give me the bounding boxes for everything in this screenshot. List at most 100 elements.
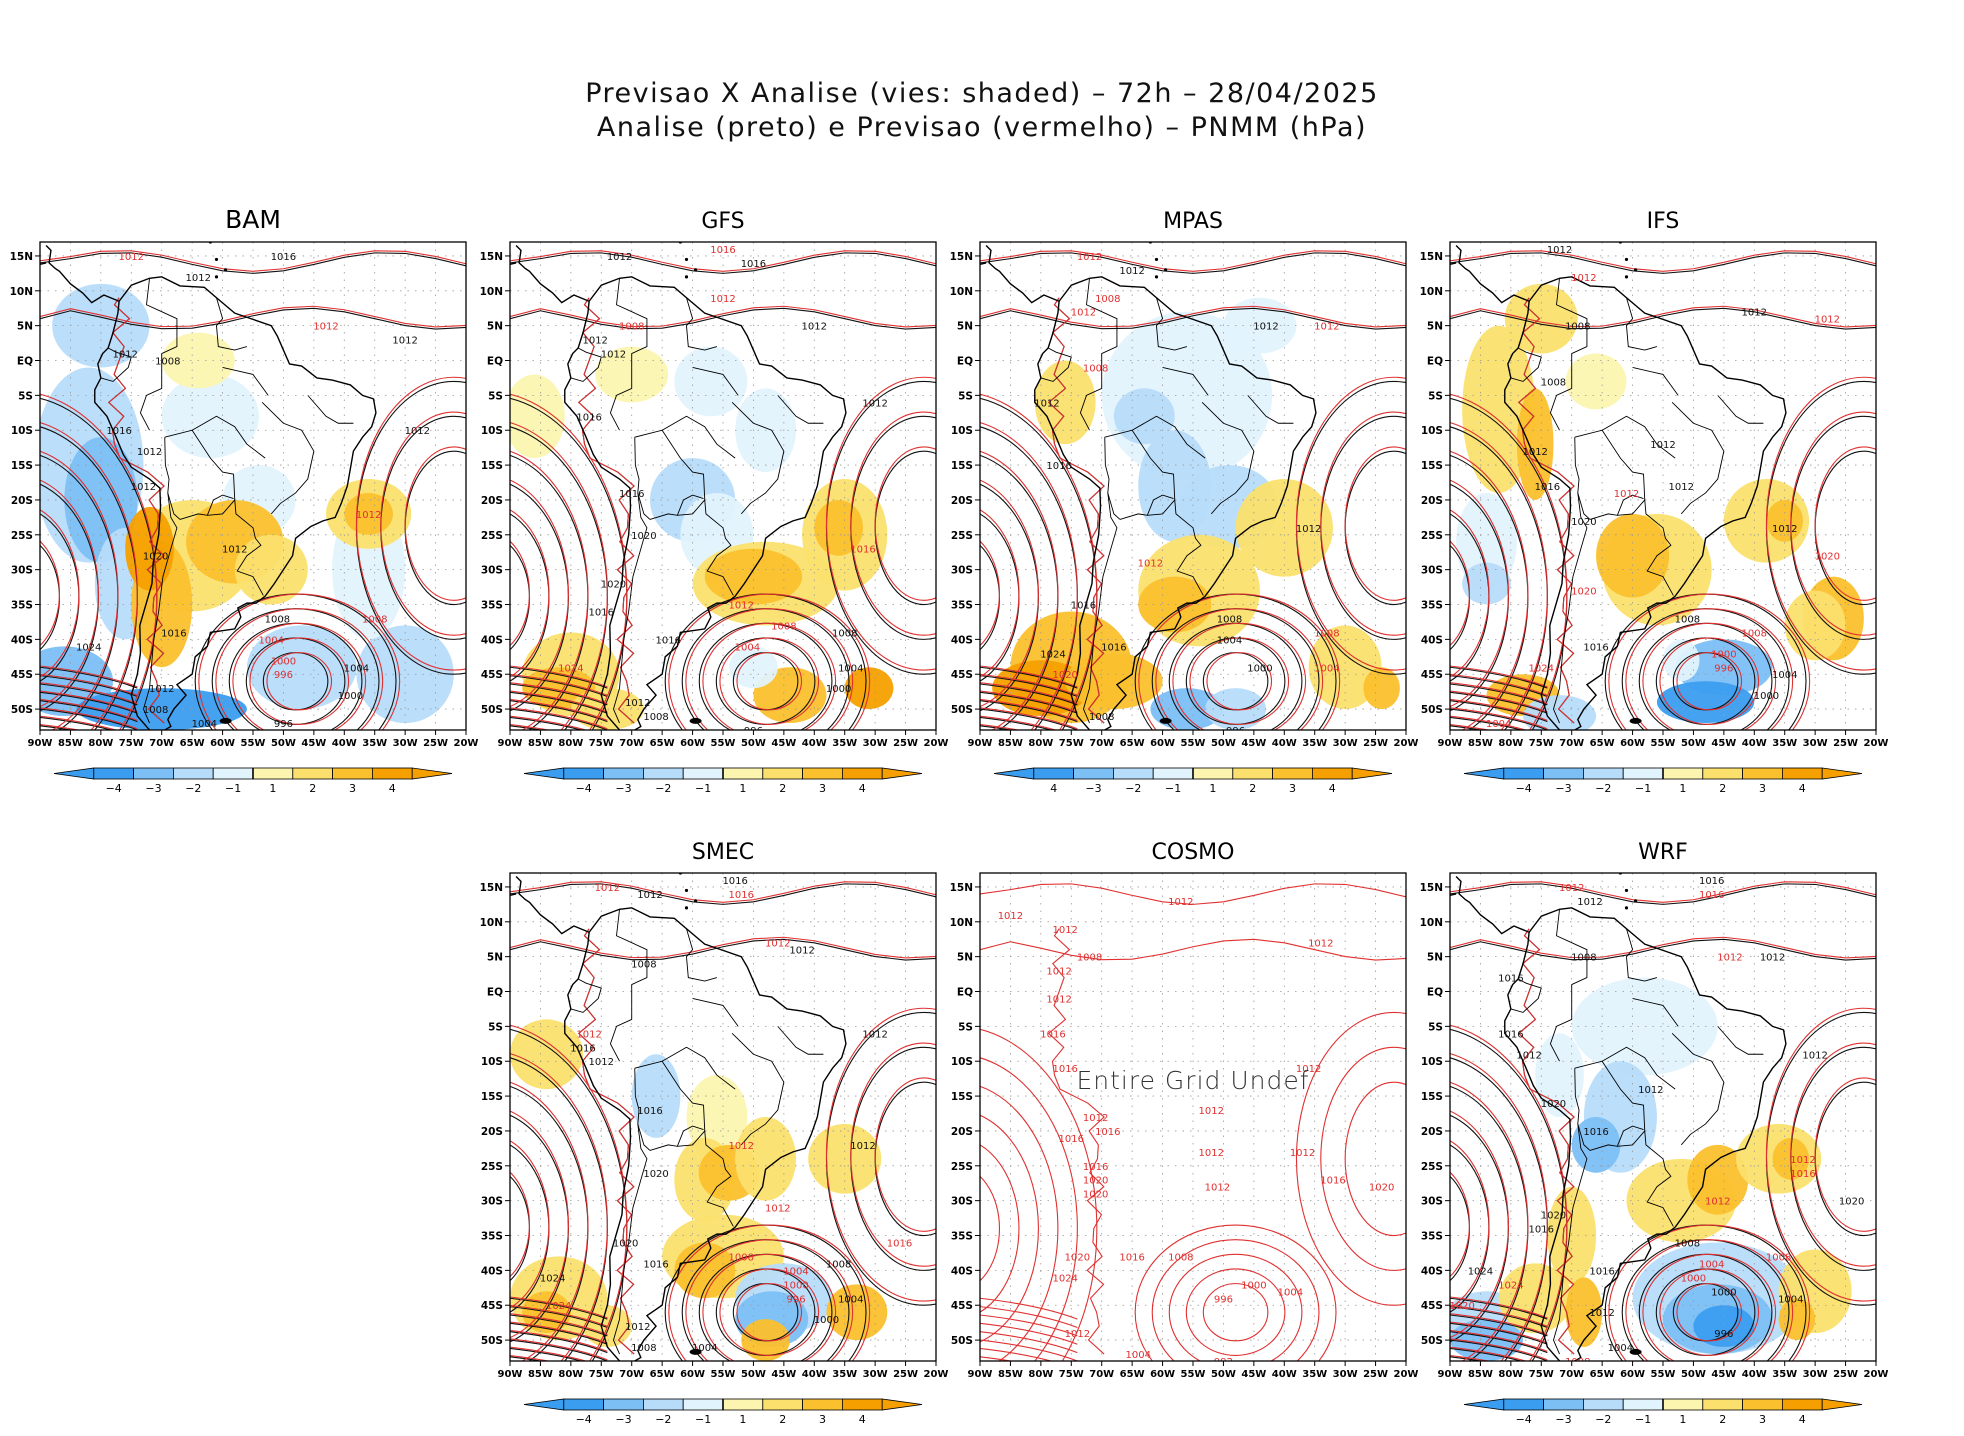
coastline [1455, 244, 1530, 304]
isobar [40, 700, 138, 723]
isobar [510, 724, 552, 730]
contour-label: 1024 [558, 663, 583, 674]
colorbar-segment [252, 767, 294, 780]
coastline [1034, 276, 1317, 730]
island [1159, 717, 1172, 724]
country-border [692, 998, 739, 1027]
isobar [980, 673, 1078, 696]
colorbar-label: 2 [779, 1413, 786, 1426]
bias-area [510, 374, 565, 459]
isobar [40, 715, 118, 730]
lon-tick-label: 65W [1590, 1369, 1615, 1380]
contour-label: 1008 [143, 705, 168, 716]
colorbar-segment [1742, 767, 1783, 780]
lon-tick-label: 80W [1028, 738, 1053, 749]
lat-tick-label: 10S [1421, 1056, 1443, 1068]
colorbar-segment [1312, 767, 1353, 780]
lon-tick-label: 90W [968, 1369, 993, 1380]
bias-area [510, 1019, 584, 1090]
isobar [40, 708, 138, 730]
isobar [510, 683, 608, 706]
island [219, 717, 232, 724]
bias-area [826, 1284, 888, 1341]
country-border [1082, 492, 1118, 724]
country-border [570, 347, 602, 382]
isobar [40, 682, 138, 705]
lat-tick-label: EQ [957, 356, 973, 368]
isobar [510, 1081, 589, 1361]
lat-tick-label: 40S [481, 634, 503, 646]
isobar [1517, 928, 1575, 1355]
lon-tick-label: 30W [393, 738, 418, 749]
lon-tick-label: 25W [1833, 738, 1858, 749]
lat-tick-label: 15S [951, 1091, 973, 1103]
coastline [1450, 893, 1457, 896]
isobar [1450, 450, 1529, 730]
contour-label: 1016 [1583, 642, 1608, 653]
contour-label: 996 [274, 719, 293, 730]
contour-label: 1016 [1071, 601, 1096, 612]
colorbar-segment [842, 767, 883, 780]
lon-tick-label: 45W [771, 738, 796, 749]
contour-label: 1004 [735, 642, 760, 653]
lat-tick-label: 35S [481, 600, 503, 612]
contour-label: 1000 [1247, 663, 1272, 674]
colorbar-segment [133, 767, 174, 780]
isobar [980, 305, 1406, 328]
colorbar-label: 4 [859, 782, 866, 795]
isobar [1608, 1224, 1811, 1361]
lon-tick-label: 75W [1059, 738, 1084, 749]
colorbar-segment [1033, 767, 1075, 780]
isobar [1450, 1081, 1529, 1361]
lat-tick-label: 10S [951, 1056, 973, 1068]
country-border [1601, 1046, 1676, 1090]
colorbar-label: 4 [389, 782, 396, 795]
island [684, 888, 689, 893]
bias-area [735, 1117, 797, 1201]
isobar [980, 479, 1039, 708]
isobar [1517, 297, 1575, 724]
lat-tick-label: 50S [1421, 704, 1443, 716]
lat-tick-label: 50S [481, 1335, 503, 1347]
country-border [1632, 998, 1679, 1027]
isobar [40, 252, 466, 274]
bias-area [1223, 297, 1297, 354]
bias-area [1462, 562, 1511, 605]
lon-tick-label: 20W [1864, 738, 1889, 749]
isobar [685, 608, 854, 730]
country-border [686, 928, 718, 982]
coastline [94, 276, 377, 730]
contour-label: 1004 [1699, 1259, 1724, 1270]
contour-label: 1012 [1205, 1183, 1230, 1194]
isobar [510, 422, 608, 730]
isobar [1450, 708, 1548, 730]
colorbar: −4 −3 −2 −1 1 2 3 4 [523, 1398, 923, 1426]
contour-label: 1012 [1760, 953, 1785, 964]
lat-tick-label: 5N [1427, 952, 1443, 964]
lat-tick-label: 25S [1421, 530, 1443, 542]
contour-label: 1008 [155, 357, 180, 368]
lon-tick-label: 65W [1120, 1369, 1145, 1380]
lat-tick-label: EQ [17, 356, 33, 368]
lon-tick-label: 40W [1742, 1369, 1767, 1380]
contour-label: 1016 [1101, 642, 1126, 653]
isobar [874, 446, 936, 601]
country-border [164, 437, 181, 520]
isobar [980, 1144, 1020, 1313]
contour-label: 1016 [1589, 1266, 1614, 1277]
contour-label: 1012 [1290, 1148, 1315, 1159]
colorbar-segment [371, 767, 413, 780]
isobar [1172, 622, 1307, 730]
contour-label: 1012 [589, 1057, 614, 1068]
lon-tick-label: 85W [998, 738, 1023, 749]
contour-label: 1008 [771, 621, 796, 632]
contour-label: 1012 [1589, 1308, 1614, 1319]
contour-label: 1008 [631, 960, 656, 971]
country-border [1632, 367, 1679, 396]
colorbar-arrow-low [993, 767, 1035, 780]
contour-label: 1012 [1168, 897, 1193, 908]
bias-area [1547, 1186, 1597, 1285]
lat-tick-label: EQ [957, 987, 973, 999]
colorbar-arrow-low [1463, 1398, 1505, 1411]
isobar [850, 1042, 936, 1267]
